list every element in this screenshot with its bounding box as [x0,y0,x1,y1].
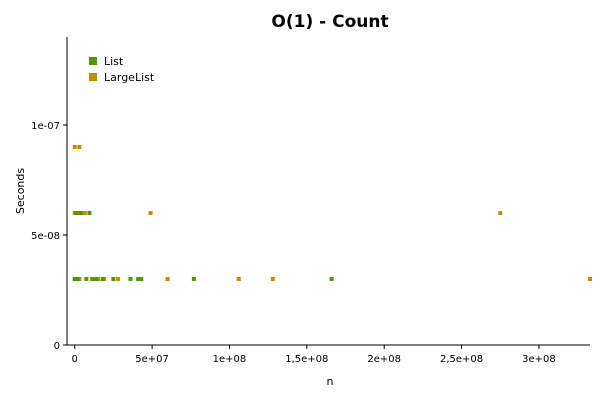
y-axis-label: Seconds [14,168,27,214]
data-point-list [91,277,96,281]
x-tick-label: 2e+08 [367,354,401,365]
data-point-list [78,211,83,215]
data-point-largelist [165,277,170,281]
x-axis-label: n [327,375,334,388]
legend-label-list: List [104,55,124,68]
x-tick-label: 1,5e+08 [285,354,328,365]
data-point-list [139,277,144,281]
x-tick-label: 2,5e+08 [440,354,483,365]
data-point-largelist [72,145,77,149]
data-point-list [191,277,196,281]
x-tick-label: 3e+08 [522,354,556,365]
data-point-list [73,277,78,281]
data-point-largelist [236,277,241,281]
data-point-largelist [82,211,87,215]
data-point-list [74,211,79,215]
data-point-largelist [77,145,82,149]
y-axis-ticks: 0 5e-08 1e-07 [31,121,67,352]
data-point-list [136,277,141,281]
data-point-list [94,277,99,281]
x-tick-label: 1e+08 [213,354,247,365]
legend-label-largelist: LargeList [104,71,155,84]
x-tick-label: 0 [72,354,78,365]
data-point-largelist [588,277,592,281]
y-tick-label: 5e-08 [31,231,60,242]
data-point-list [111,277,116,281]
data-point-largelist [498,211,503,215]
y-tick-label: 0 [54,341,60,352]
data-point-largelist [116,277,121,281]
data-point-list [87,211,92,215]
data-points [72,145,592,281]
data-point-list [84,277,89,281]
legend-swatch-largelist [89,73,97,81]
data-point-list [128,277,133,281]
data-point-list [329,277,334,281]
x-tick-label: 5e+07 [135,354,169,365]
chart-title: O(1) - Count [271,12,388,32]
legend: List LargeList [89,55,155,84]
data-point-largelist [270,277,275,281]
data-point-list [100,277,105,281]
data-point-largelist [148,211,153,215]
data-point-list [75,277,80,281]
x-axis-ticks: 0 5e+07 1e+08 1,5e+08 2e+08 2,5e+08 3e+08 [72,345,556,365]
y-tick-label: 1e-07 [31,121,60,132]
legend-swatch-list [89,57,97,65]
